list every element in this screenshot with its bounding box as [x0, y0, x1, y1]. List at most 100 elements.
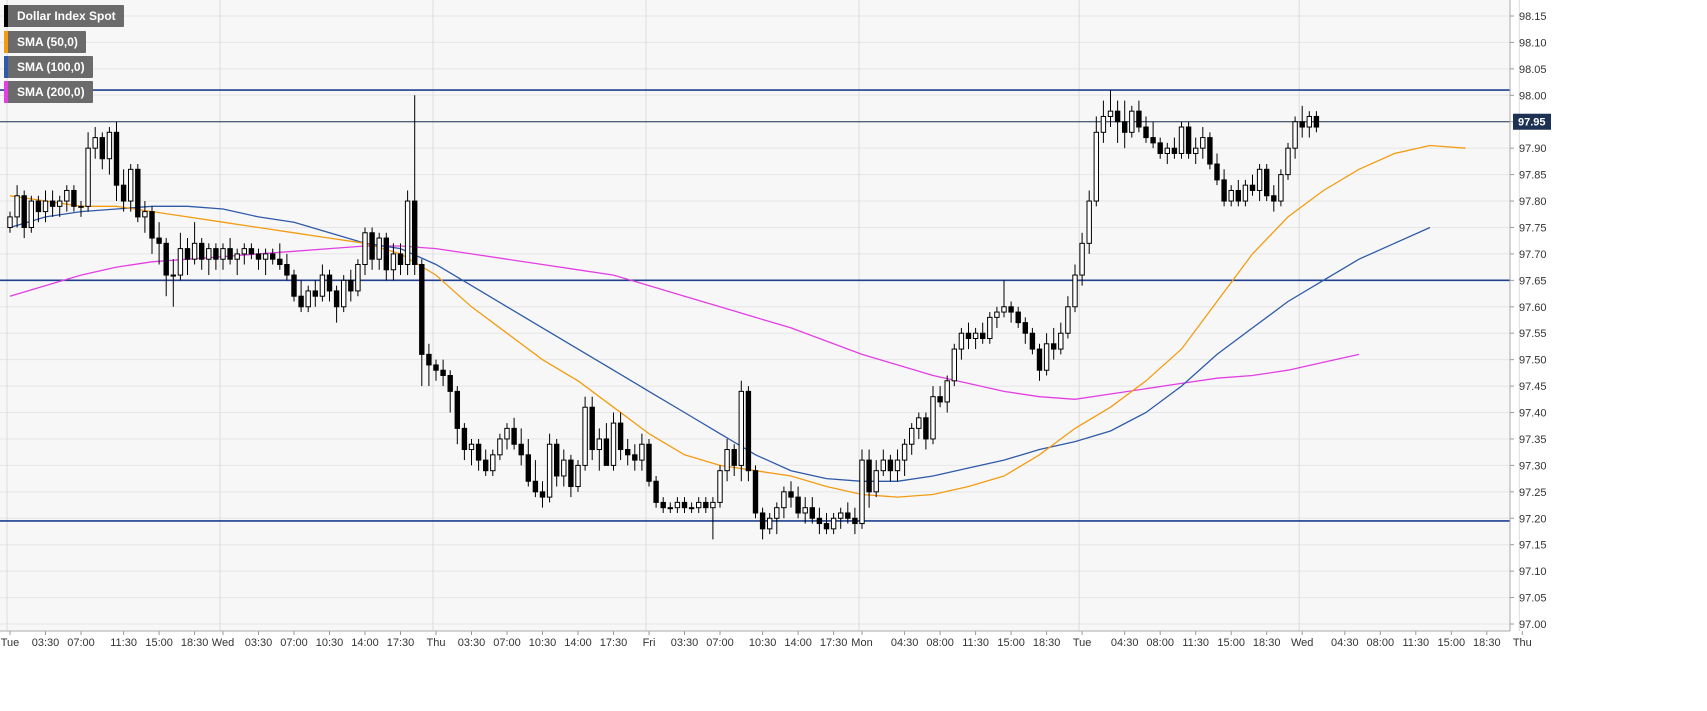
candle-body [653, 480, 659, 503]
candle [156, 222, 162, 265]
candle-body [1122, 121, 1128, 133]
candle [1143, 116, 1149, 143]
candle-body [688, 507, 695, 510]
candle-body [909, 427, 915, 445]
candle [1306, 111, 1312, 138]
candle [440, 359, 446, 387]
candle-body [390, 253, 397, 271]
candle [341, 275, 347, 313]
candle-body [454, 390, 461, 429]
candle [298, 280, 304, 313]
candle-body [35, 200, 42, 213]
candle-body [525, 454, 531, 482]
candle [291, 269, 297, 302]
y-tick-label: 98.00 [1519, 90, 1547, 102]
candle [362, 227, 368, 276]
candle-body [21, 195, 27, 228]
candle-body [1256, 168, 1263, 191]
legend-item-sma-100[interactable]: SMA (100,0) [4, 56, 93, 78]
candle [326, 269, 333, 302]
candle-body [965, 332, 972, 340]
candle [333, 285, 340, 323]
candle [1136, 100, 1142, 133]
candle-body [660, 501, 666, 509]
legend-item-sma-200[interactable]: SMA (200,0) [4, 81, 93, 103]
candle [184, 238, 191, 276]
candle-body [319, 274, 326, 297]
x-tick-label: 10:30 [529, 637, 557, 649]
candle-body [816, 517, 823, 525]
candle-body [170, 274, 177, 277]
candle [213, 243, 219, 270]
candle [426, 343, 432, 387]
candle [1100, 100, 1107, 143]
candle-body [731, 449, 737, 466]
candle-body [163, 242, 169, 276]
candle-body [305, 290, 311, 308]
candle-body [546, 443, 553, 498]
candle [135, 164, 141, 223]
candle-body [1171, 147, 1178, 154]
x-tick-label: Thu [427, 637, 446, 649]
candle-body [468, 443, 475, 451]
candle [1299, 105, 1305, 138]
candle [312, 280, 319, 307]
legend-item-dollar-index[interactable]: Dollar Index Spot [4, 5, 124, 27]
candle-body [809, 507, 815, 519]
candle [49, 190, 56, 217]
candle [433, 359, 439, 381]
candle-body [1164, 147, 1170, 154]
candle [795, 486, 801, 519]
candle [142, 201, 148, 233]
candle-body [220, 248, 226, 260]
candle-body [64, 189, 70, 202]
candle-body [149, 211, 155, 239]
candle-body [1107, 110, 1114, 117]
candle-body [333, 290, 340, 308]
x-tick-label: 04:30 [1111, 637, 1139, 649]
candle [816, 507, 823, 535]
x-tick-label: Wed [1291, 637, 1313, 649]
candle [575, 460, 581, 492]
candle-body [539, 491, 546, 498]
candle [1079, 232, 1085, 286]
candle [852, 507, 858, 535]
candle-body [1285, 147, 1291, 176]
candle-body [1129, 110, 1135, 133]
y-tick-label: 97.85 [1519, 170, 1547, 182]
candle [1058, 322, 1064, 355]
candle-body [85, 147, 91, 207]
candle [1256, 164, 1263, 202]
candle-body [795, 496, 801, 514]
candle [248, 243, 255, 260]
candle-body [291, 274, 297, 297]
candle [497, 433, 503, 461]
candle-body [518, 443, 524, 456]
x-tick-label: 07:00 [280, 637, 308, 649]
candle-body [191, 242, 198, 260]
candle [461, 423, 468, 461]
candle [113, 121, 120, 202]
candle [603, 423, 610, 466]
candle-body [1143, 126, 1149, 139]
candle-body [1114, 110, 1121, 123]
candle [958, 327, 965, 360]
candle-body [944, 380, 950, 403]
x-tick-label: 08:00 [926, 637, 954, 649]
candle [1214, 153, 1220, 186]
candle-body [1228, 189, 1234, 202]
x-tick-label: 07:00 [493, 637, 521, 649]
candle-body [1207, 137, 1213, 165]
candle [234, 248, 240, 276]
candle-body [78, 205, 84, 208]
candle [1242, 179, 1249, 207]
candle-body [1200, 137, 1206, 149]
candle-body [475, 443, 482, 461]
x-tick-label: Fri [643, 637, 656, 649]
legend-item-sma-50[interactable]: SMA (50,0) [4, 31, 86, 53]
candle-body [376, 237, 382, 260]
candle-body [1093, 131, 1099, 202]
y-tick-label: 97.60 [1519, 302, 1547, 314]
candle-body [156, 237, 162, 244]
